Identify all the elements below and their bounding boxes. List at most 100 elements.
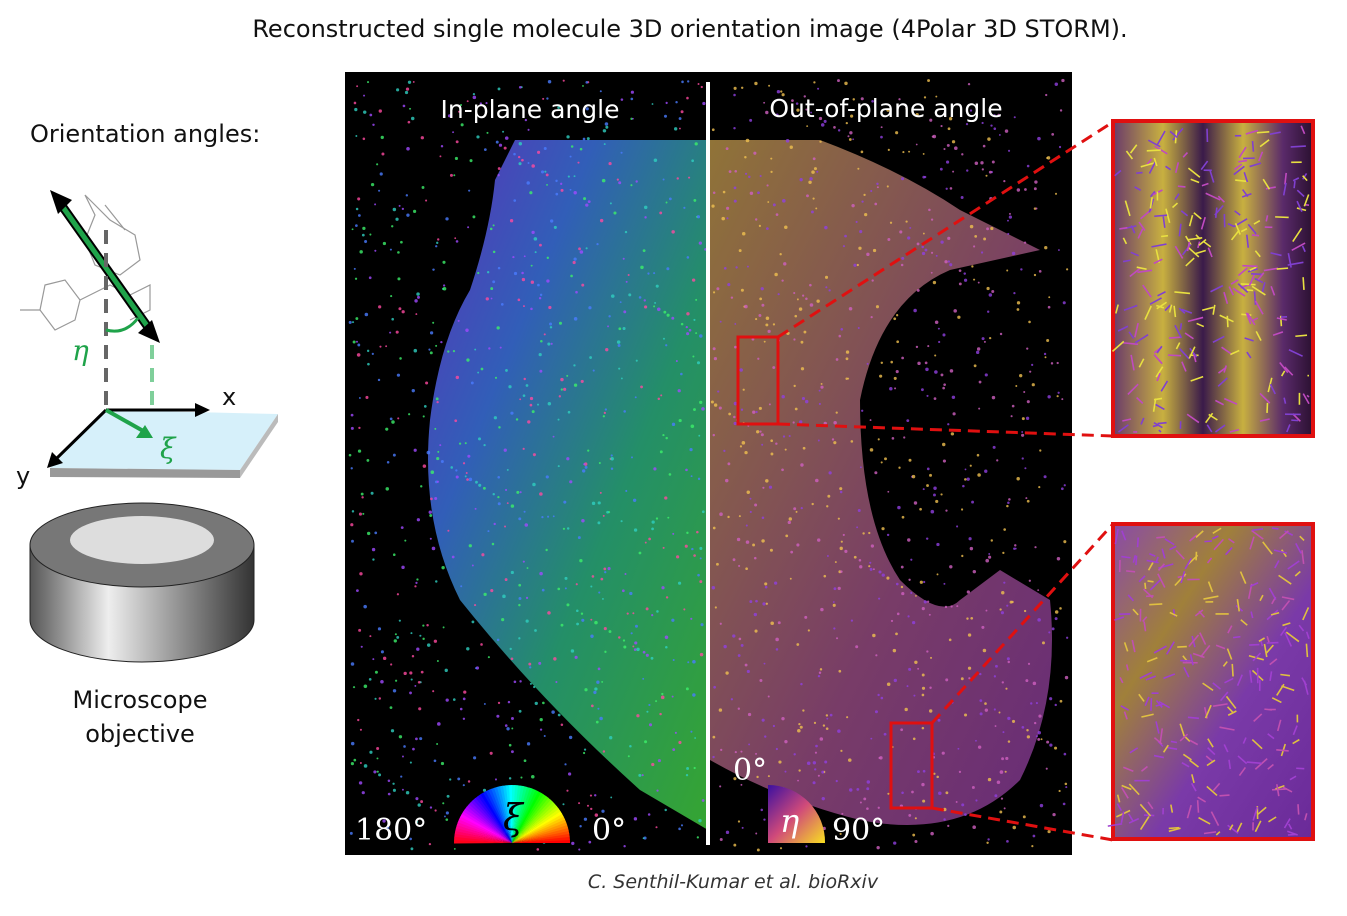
- speckle: [887, 238, 891, 241]
- orientation-stick: [1269, 131, 1281, 136]
- speckle: [988, 293, 993, 297]
- speckle: [609, 202, 612, 205]
- speckle: [676, 555, 680, 559]
- orientation-stick: [1188, 634, 1200, 647]
- orientation-stick: [1245, 234, 1250, 248]
- speckle: [360, 492, 364, 496]
- orientation-stick: [1163, 673, 1176, 680]
- speckle: [647, 272, 650, 275]
- speckle: [401, 755, 404, 758]
- speckle: [437, 450, 440, 453]
- speckle: [389, 331, 392, 334]
- speckle: [833, 587, 837, 591]
- speckle: [1054, 82, 1059, 87]
- speckle: [1011, 719, 1016, 723]
- speckle: [1028, 320, 1031, 324]
- speckle: [985, 174, 988, 177]
- speckle: [496, 714, 500, 718]
- speckle: [429, 351, 433, 355]
- speckle: [420, 485, 423, 488]
- orientation-stick: [1155, 403, 1165, 411]
- speckle: [583, 748, 587, 751]
- speckle: [543, 147, 547, 150]
- speckle: [1007, 232, 1010, 235]
- speckle: [455, 475, 459, 479]
- speckle: [755, 410, 758, 414]
- speckle: [908, 814, 912, 817]
- speckle: [496, 638, 500, 642]
- speckle: [756, 430, 760, 434]
- speckle: [1049, 743, 1053, 747]
- speckle: [987, 777, 992, 782]
- speckle: [814, 768, 817, 771]
- speckle: [472, 215, 476, 219]
- speckle: [590, 634, 594, 638]
- speckle: [820, 607, 824, 612]
- speckle: [665, 344, 668, 347]
- speckle: [941, 751, 945, 755]
- orientation-stick: [1118, 424, 1129, 433]
- speckle: [357, 214, 361, 217]
- speckle: [816, 170, 819, 173]
- speckle: [661, 692, 664, 696]
- speckle: [625, 489, 628, 492]
- inset-texture: [1107, 125, 1310, 836]
- speckle: [549, 326, 553, 329]
- speckle: [418, 707, 422, 711]
- orientation-stick: [1259, 418, 1270, 422]
- speckle: [521, 271, 524, 275]
- speckle: [653, 305, 656, 308]
- speckle: [358, 426, 361, 430]
- speckle: [573, 191, 577, 195]
- orientation-stick: [1153, 754, 1165, 759]
- speckle: [607, 325, 609, 328]
- speckle: [937, 327, 940, 330]
- speckle: [985, 558, 990, 563]
- inset-top: [1111, 119, 1315, 438]
- speckle: [677, 581, 682, 585]
- speckle: [361, 233, 365, 237]
- orientation-stick: [1215, 831, 1221, 836]
- speckle: [420, 670, 424, 674]
- speckle: [1047, 829, 1051, 834]
- orientation-stick: [1126, 570, 1136, 573]
- speckle: [1058, 789, 1061, 793]
- speckle: [999, 810, 1003, 814]
- orientation-stick: [1179, 323, 1183, 330]
- speckle: [578, 848, 581, 851]
- speckle: [630, 97, 634, 101]
- orientation-stick: [1170, 804, 1174, 813]
- speckle: [955, 801, 958, 803]
- speckle: [840, 540, 843, 543]
- speckle: [910, 558, 913, 561]
- speckle: [974, 161, 979, 166]
- zoom-connectors: [777, 120, 1115, 842]
- speckle: [497, 475, 501, 479]
- orientation-stick: [1221, 346, 1233, 356]
- orientation-stick: [1251, 738, 1263, 750]
- speckle: [878, 756, 881, 760]
- orientation-stick: [1149, 552, 1156, 557]
- speckle: [359, 572, 363, 576]
- speckle: [951, 140, 956, 144]
- orientation-stick: [1170, 740, 1178, 744]
- speckle: [577, 161, 580, 164]
- speckle: [820, 385, 824, 389]
- speckle: [732, 558, 736, 562]
- wheel-segment: [456, 822, 512, 843]
- speckle: [426, 624, 429, 627]
- speckle: [870, 737, 873, 740]
- speckle: [581, 469, 586, 473]
- speckle: [432, 690, 435, 693]
- orientation-stick: [1253, 291, 1257, 306]
- speckle: [595, 720, 599, 724]
- speckle: [416, 518, 420, 522]
- orientation-stick: [1132, 554, 1137, 563]
- speckle: [643, 299, 646, 302]
- speckle: [597, 707, 600, 710]
- speckle: [884, 457, 887, 461]
- speckle: [382, 819, 386, 823]
- orientation-stick: [1156, 130, 1166, 145]
- speckle: [720, 748, 723, 751]
- speckle: [864, 213, 868, 217]
